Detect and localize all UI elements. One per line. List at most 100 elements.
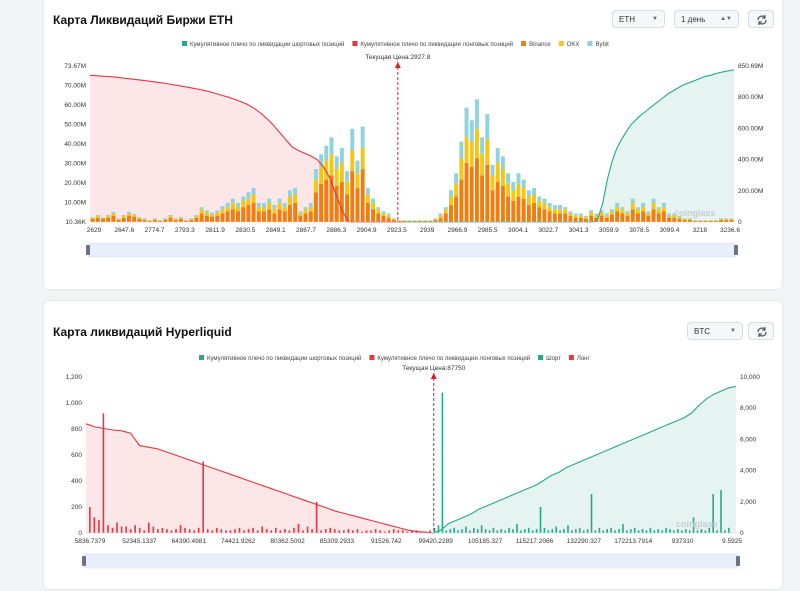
bar-binance — [106, 218, 110, 222]
bar-okx — [563, 209, 567, 213]
bar-okx — [345, 182, 349, 195]
bar-okx — [610, 211, 614, 214]
bar-binance — [226, 211, 230, 222]
bar-bybit — [257, 203, 261, 207]
bar-binance — [677, 219, 681, 222]
bar-bybit — [537, 197, 541, 201]
y-right-tick: 6,000 — [740, 436, 757, 443]
bar-bybit — [459, 142, 463, 159]
bar-bybit — [340, 148, 344, 163]
short-bar — [720, 490, 722, 533]
short-bar — [508, 528, 510, 533]
bar-bybit — [449, 190, 453, 196]
bar-okx — [662, 207, 666, 211]
bar-okx — [283, 207, 287, 211]
long-bar — [198, 528, 200, 533]
bar-bybit — [501, 156, 505, 169]
bar-bybit — [688, 218, 692, 219]
short-bar — [654, 530, 656, 533]
y-left-tick: 60.00M — [64, 102, 86, 109]
bar-okx — [688, 219, 692, 220]
bar-okx — [584, 217, 588, 219]
bar-bybit — [143, 218, 147, 219]
bar-bybit — [548, 203, 552, 207]
bar-binance — [241, 207, 245, 222]
x-tick: 64390.4981 — [172, 538, 207, 545]
short-bar — [681, 530, 683, 533]
short-bar — [642, 529, 644, 533]
bar-okx — [527, 197, 531, 205]
long-bar — [307, 527, 309, 534]
bar-okx — [683, 219, 687, 220]
x-tick: 2939 — [420, 227, 435, 234]
short-bar — [650, 528, 652, 533]
long-bar — [252, 528, 254, 533]
bar-okx — [101, 218, 105, 219]
bar-bybit — [267, 199, 271, 203]
bar-okx — [470, 142, 474, 167]
bar-bybit — [626, 211, 630, 213]
bar-binance — [626, 216, 630, 222]
legend-swatch — [182, 41, 187, 46]
bar-bybit — [122, 215, 126, 216]
bar-binance — [304, 214, 308, 222]
bar-bybit — [127, 212, 131, 214]
bar-binance — [231, 209, 235, 222]
bar-okx — [179, 218, 183, 219]
long-bar — [348, 529, 350, 533]
bar-binance — [574, 218, 578, 222]
bar-binance — [137, 219, 141, 222]
bar-okx — [127, 214, 131, 216]
short-bar — [461, 529, 463, 533]
y-left-tick: 0 — [78, 530, 82, 537]
bar-bybit — [205, 210, 209, 212]
bar-okx — [501, 169, 505, 186]
bar-binance — [631, 209, 635, 222]
short-bar — [465, 527, 467, 534]
bar-binance — [210, 217, 214, 222]
y-left-tick: 600 — [71, 452, 82, 459]
bar-okx — [646, 214, 650, 216]
bar-bybit — [252, 188, 256, 194]
bar-bybit — [366, 188, 370, 194]
long-bar — [284, 529, 286, 533]
y-left-tick: 800 — [71, 426, 82, 433]
long-bar — [89, 507, 91, 533]
bar-okx — [719, 219, 723, 220]
short-bar — [606, 529, 608, 533]
bar-okx — [615, 207, 619, 211]
legend-swatch — [521, 41, 526, 46]
bar-okx — [335, 169, 339, 186]
bar-bybit — [522, 180, 526, 188]
bar-okx — [537, 201, 541, 207]
current-price-arrow — [395, 62, 401, 68]
y-right-tick: 2,000 — [740, 499, 757, 506]
x-tick: 937310 — [672, 538, 694, 545]
bar-okx — [496, 163, 500, 182]
y-right-tick: 10,000 — [740, 374, 760, 381]
bar-bybit — [278, 199, 282, 203]
x-tick: 2923.5 — [387, 227, 407, 234]
bar-okx — [522, 188, 526, 199]
bar-okx — [215, 212, 219, 215]
bar-okx — [439, 216, 443, 218]
bar-bybit — [309, 203, 313, 207]
long-bar — [98, 520, 100, 533]
bar-bybit — [527, 190, 531, 196]
bar-binance — [283, 211, 287, 222]
long-bar — [234, 529, 236, 533]
legend-swatch — [538, 355, 543, 360]
bar-bybit — [330, 137, 334, 154]
short-bar — [689, 530, 691, 533]
bar-okx — [169, 216, 173, 218]
bar-bybit — [641, 203, 645, 207]
bar-bybit — [137, 217, 141, 218]
short-bar — [481, 525, 483, 533]
bar-okx — [298, 214, 302, 216]
short-bar — [555, 527, 557, 534]
bar-binance — [267, 209, 271, 222]
x-tick: 2774.7 — [145, 227, 165, 234]
bar-bybit — [174, 218, 178, 219]
long-bar — [125, 527, 127, 534]
bar-binance — [491, 190, 495, 222]
